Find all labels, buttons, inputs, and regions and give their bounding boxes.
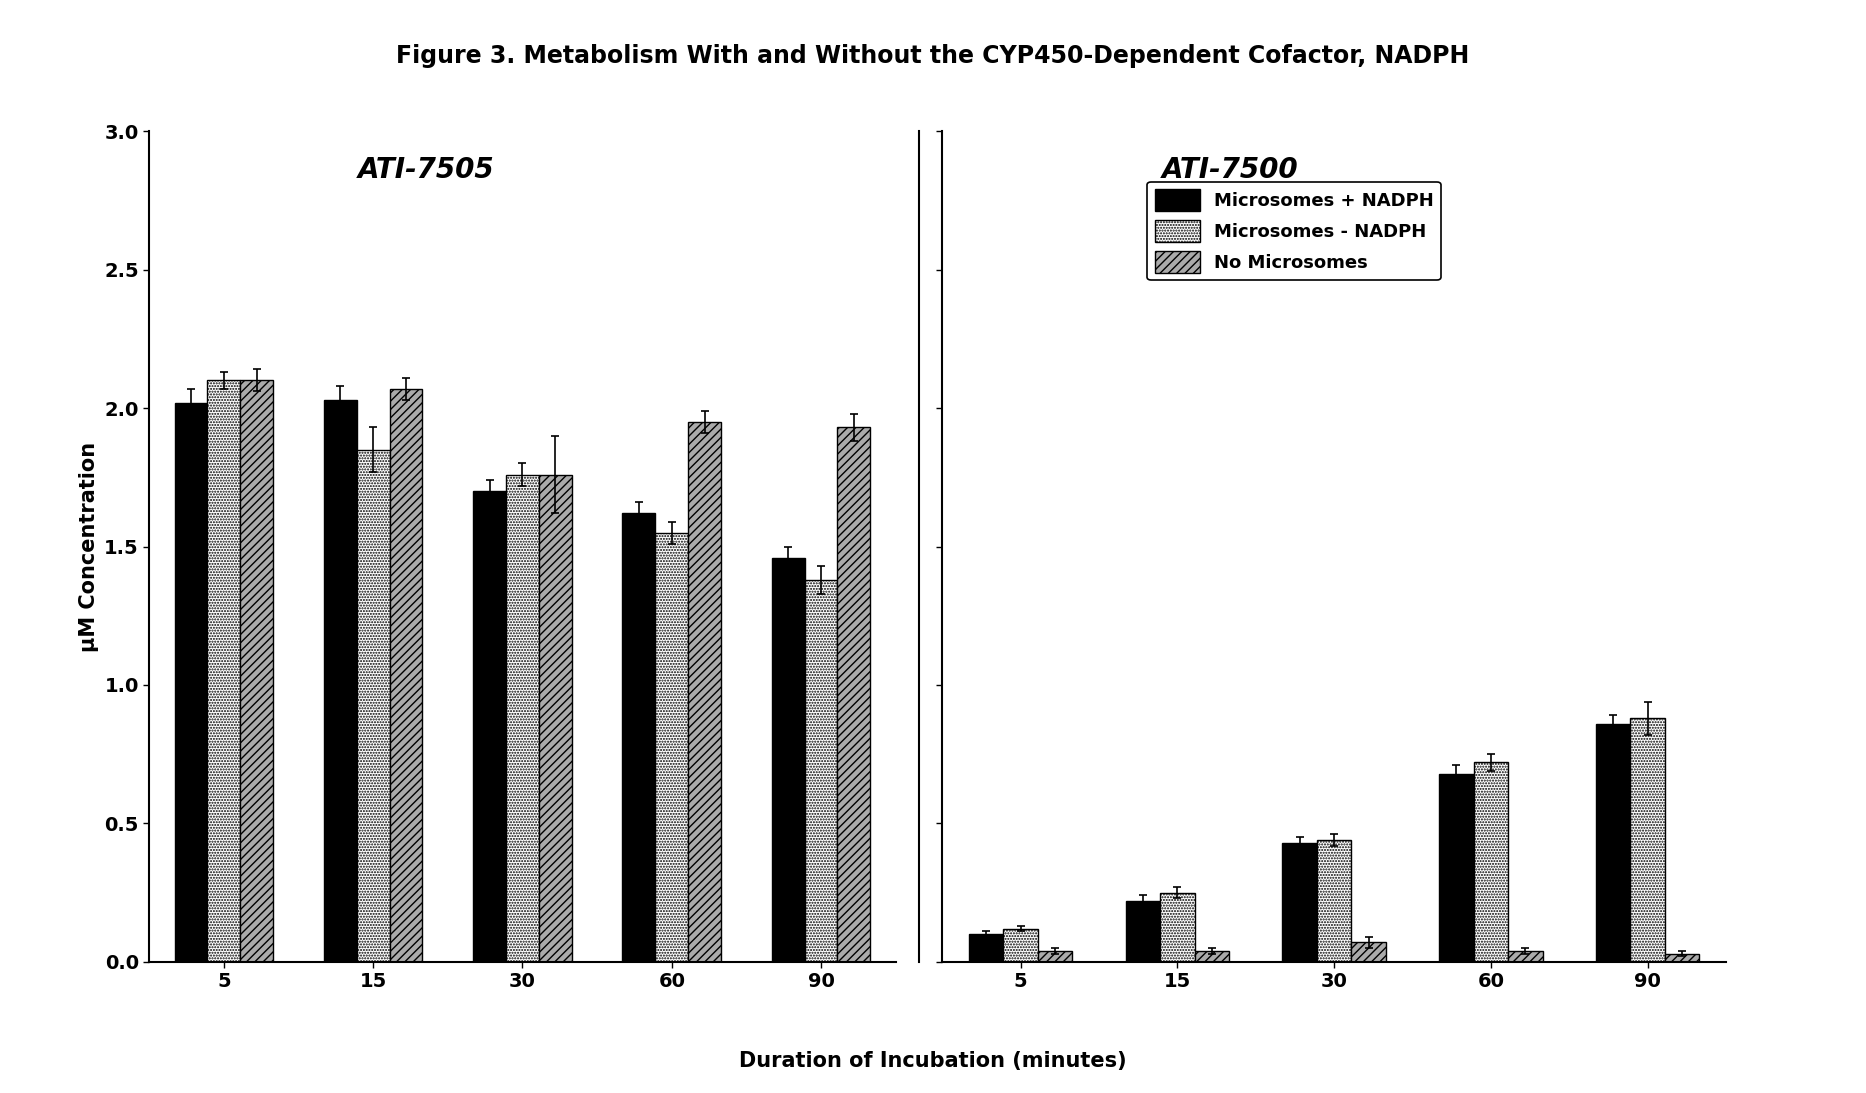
Bar bbox=[968, 935, 1004, 962]
Text: ATI-7500: ATI-7500 bbox=[1163, 156, 1299, 184]
Bar bbox=[773, 557, 804, 962]
Bar bbox=[241, 380, 272, 962]
Bar bbox=[1664, 953, 1700, 962]
Bar bbox=[474, 491, 506, 962]
Bar bbox=[804, 579, 838, 962]
Bar bbox=[1004, 929, 1037, 962]
Bar bbox=[1508, 951, 1543, 962]
Bar bbox=[325, 400, 356, 962]
Bar bbox=[1439, 774, 1474, 962]
Text: ATI-7505: ATI-7505 bbox=[358, 156, 494, 184]
Text: Figure 3. Metabolism With and Without the CYP450-Dependent Cofactor, NADPH: Figure 3. Metabolism With and Without th… bbox=[396, 44, 1470, 68]
Bar bbox=[689, 422, 720, 962]
Bar bbox=[1317, 841, 1351, 962]
Bar bbox=[1194, 951, 1230, 962]
Bar bbox=[390, 389, 422, 962]
Y-axis label: μM Concentration: μM Concentration bbox=[78, 442, 99, 651]
Bar bbox=[838, 427, 870, 962]
Bar bbox=[175, 402, 207, 962]
Bar bbox=[1351, 942, 1386, 962]
Bar bbox=[1037, 951, 1073, 962]
Bar bbox=[655, 532, 689, 962]
Legend: Microsomes + NADPH, Microsomes - NADPH, No Microsomes: Microsomes + NADPH, Microsomes - NADPH, … bbox=[1148, 181, 1441, 280]
Bar bbox=[1474, 763, 1508, 962]
Bar bbox=[539, 474, 571, 962]
Bar bbox=[1595, 724, 1631, 962]
Bar bbox=[356, 449, 390, 962]
Bar bbox=[207, 380, 241, 962]
Bar bbox=[1631, 718, 1664, 962]
Bar bbox=[623, 514, 655, 962]
Bar bbox=[1161, 893, 1194, 962]
Bar bbox=[1282, 843, 1317, 962]
Bar bbox=[1125, 901, 1161, 962]
Bar bbox=[506, 474, 539, 962]
Text: Duration of Incubation (minutes): Duration of Incubation (minutes) bbox=[739, 1051, 1127, 1071]
